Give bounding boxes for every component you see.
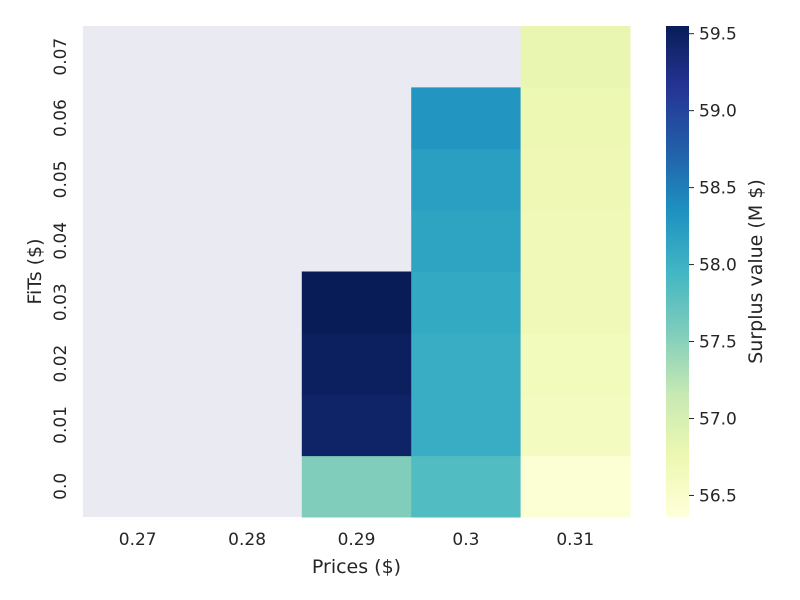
heatmap-cell xyxy=(520,271,631,334)
y-tick-label: 0.02 xyxy=(51,345,71,383)
y-tick-label: 0.05 xyxy=(51,161,71,199)
heatmap-cell xyxy=(411,271,522,334)
heatmap-cell xyxy=(411,332,522,395)
y-tick-label: 0.04 xyxy=(51,222,71,260)
heatmap-cell xyxy=(411,148,522,211)
x-tick-label: 0.31 xyxy=(556,530,594,550)
heatmap-cell xyxy=(411,394,522,457)
colorbar-ticks: 56.5 57.0 57.5 58.0 58.5 59.0 59.5 xyxy=(689,25,737,506)
heatmap-cell xyxy=(301,455,412,518)
colorbar-tick-label: 56.5 xyxy=(699,486,737,506)
x-tick-label: 0.3 xyxy=(452,530,479,550)
heatmap-cell xyxy=(520,394,631,457)
x-tick-label: 0.29 xyxy=(338,530,376,550)
heatmap-cell xyxy=(520,87,631,150)
y-tick-label: 0.03 xyxy=(51,283,71,321)
y-tick-label: 0.06 xyxy=(51,99,71,137)
colorbar-tick-label: 57.5 xyxy=(699,333,737,353)
y-tick-label: 0.01 xyxy=(51,406,71,444)
colorbar xyxy=(666,26,689,517)
heatmap-cell xyxy=(301,332,412,395)
colorbar-tick-label: 57.0 xyxy=(699,409,737,429)
heatmap-cell xyxy=(411,210,522,272)
colorbar-label: Surplus value (M $) xyxy=(745,179,767,364)
heatmap-cell xyxy=(520,332,631,395)
x-tick-labels: 0.27 0.28 0.29 0.3 0.31 xyxy=(119,530,594,550)
y-tick-label: 0.07 xyxy=(51,38,71,76)
y-tick-label: 0.0 xyxy=(51,473,71,500)
heatmap-cell xyxy=(520,26,631,88)
heatmap-cell xyxy=(520,210,631,272)
x-tick-label: 0.27 xyxy=(119,530,157,550)
colorbar-tick-label: 58.5 xyxy=(699,179,737,199)
heatmap-cells xyxy=(301,26,631,518)
heatmap-cell xyxy=(301,271,412,334)
heatmap-cell xyxy=(411,87,522,150)
y-axis-label: FiTs ($) xyxy=(24,238,46,304)
heatmap-cell xyxy=(301,394,412,457)
heatmap-cell xyxy=(520,148,631,211)
x-tick-label: 0.28 xyxy=(228,530,266,550)
colorbar-tick-label: 59.5 xyxy=(699,25,737,45)
colorbar-tick-label: 58.0 xyxy=(699,256,737,276)
y-tick-labels: 0.0 0.01 0.02 0.03 0.04 0.05 0.06 0.07 xyxy=(51,38,71,500)
x-axis-label: Prices ($) xyxy=(312,556,401,578)
heatmap-cell xyxy=(411,455,522,518)
heatmap-cell xyxy=(520,455,631,518)
colorbar-tick-label: 59.0 xyxy=(699,102,737,122)
